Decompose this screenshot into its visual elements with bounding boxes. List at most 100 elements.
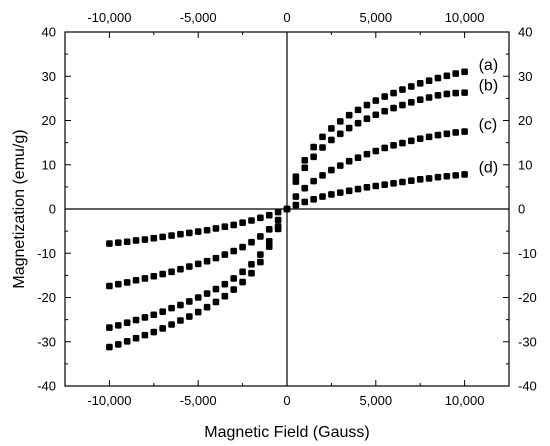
x-tick-label-top: 10,000 (445, 10, 485, 25)
data-point (141, 314, 149, 321)
data-point (150, 272, 158, 280)
series-3 (106, 128, 468, 290)
data-point (177, 317, 184, 324)
data-point (257, 258, 264, 266)
series-1 (106, 68, 468, 351)
data-point (452, 129, 460, 136)
data-point (265, 243, 273, 250)
data-point (203, 290, 211, 297)
data-point (150, 311, 158, 319)
data-point (159, 233, 166, 241)
y-tick-label-right: -10 (518, 246, 537, 261)
data-point (168, 304, 175, 312)
data-point (416, 96, 424, 104)
x-tick-label-bottom: -10,000 (87, 393, 131, 408)
y-axis-title: Magnetization (emu/g) (11, 129, 28, 288)
data-point (186, 298, 193, 305)
data-point (106, 282, 113, 290)
x-tick-label-top: -5,000 (180, 10, 217, 25)
data-point (257, 251, 264, 258)
data-point (203, 257, 211, 265)
data-point (221, 251, 229, 258)
data-point (336, 162, 344, 169)
data-point (177, 301, 184, 309)
data-point (257, 233, 264, 240)
data-point (292, 178, 300, 185)
data-point (301, 164, 309, 172)
data-point (443, 172, 451, 180)
data-point (310, 195, 317, 203)
y-tick-label-left: -10 (37, 246, 56, 261)
data-point (336, 130, 344, 138)
data-point (452, 70, 460, 77)
data-point (363, 115, 371, 123)
x-tick-label-bottom: 10,000 (445, 393, 485, 408)
data-point (248, 261, 255, 268)
data-point (434, 131, 442, 139)
axis-ticks (65, 31, 509, 387)
data-point (328, 125, 335, 132)
data-point (363, 150, 371, 158)
data-point (186, 313, 193, 320)
y-tick-label-right: 10 (518, 157, 532, 172)
data-point (221, 280, 229, 288)
x-tick-label-bottom: 0 (283, 393, 290, 408)
data-point (141, 275, 149, 282)
data-point (363, 184, 371, 191)
data-point (123, 238, 131, 246)
data-point (461, 128, 468, 135)
data-point (203, 303, 211, 311)
y-tick-label-left: -20 (37, 290, 56, 305)
y-tick-label-right: 20 (518, 113, 532, 128)
data-point (345, 124, 353, 132)
data-point (159, 308, 166, 315)
data-point (408, 177, 415, 184)
series-2 (106, 89, 468, 331)
data-point (408, 99, 415, 106)
data-point (328, 136, 335, 144)
series-4 (106, 171, 468, 247)
y-tick-label-left: 20 (42, 113, 56, 128)
data-point (381, 144, 388, 152)
y-tick-label-left: -40 (37, 379, 56, 394)
data-point (354, 119, 362, 127)
data-point (114, 322, 122, 329)
data-point (345, 157, 353, 165)
data-point (212, 298, 220, 306)
data-point (416, 135, 424, 142)
data-point (106, 343, 113, 351)
data-point (310, 177, 317, 185)
data-point (274, 208, 282, 216)
data-point (372, 97, 380, 104)
data-point (257, 214, 264, 222)
data-point (461, 68, 468, 76)
data-point (425, 94, 433, 101)
data-point (354, 154, 362, 161)
y-tick-label-left: -30 (37, 334, 56, 349)
data-point (150, 328, 158, 336)
data-point (328, 191, 335, 198)
data-point (248, 217, 255, 224)
x-tick-label-bottom: -5,000 (180, 393, 217, 408)
x-tick-label-top: 0 (283, 10, 290, 25)
y-tick-label-right: -40 (518, 379, 537, 394)
data-point (221, 292, 229, 300)
data-point (425, 175, 433, 182)
data-point (159, 325, 166, 332)
data-point (194, 260, 202, 268)
data-point (177, 265, 184, 273)
data-point (177, 230, 184, 238)
data-point (230, 286, 238, 293)
y-tick-label-right: -20 (518, 290, 537, 305)
data-point (186, 229, 193, 237)
y-tick-label-left: 40 (42, 25, 56, 40)
data-point (212, 225, 220, 232)
data-point (399, 86, 406, 93)
data-point (265, 226, 273, 233)
data-point (194, 294, 202, 301)
y-tick-label-right: 30 (518, 69, 532, 84)
data-point (381, 93, 388, 100)
data-point (248, 269, 255, 277)
data-point (114, 341, 122, 348)
